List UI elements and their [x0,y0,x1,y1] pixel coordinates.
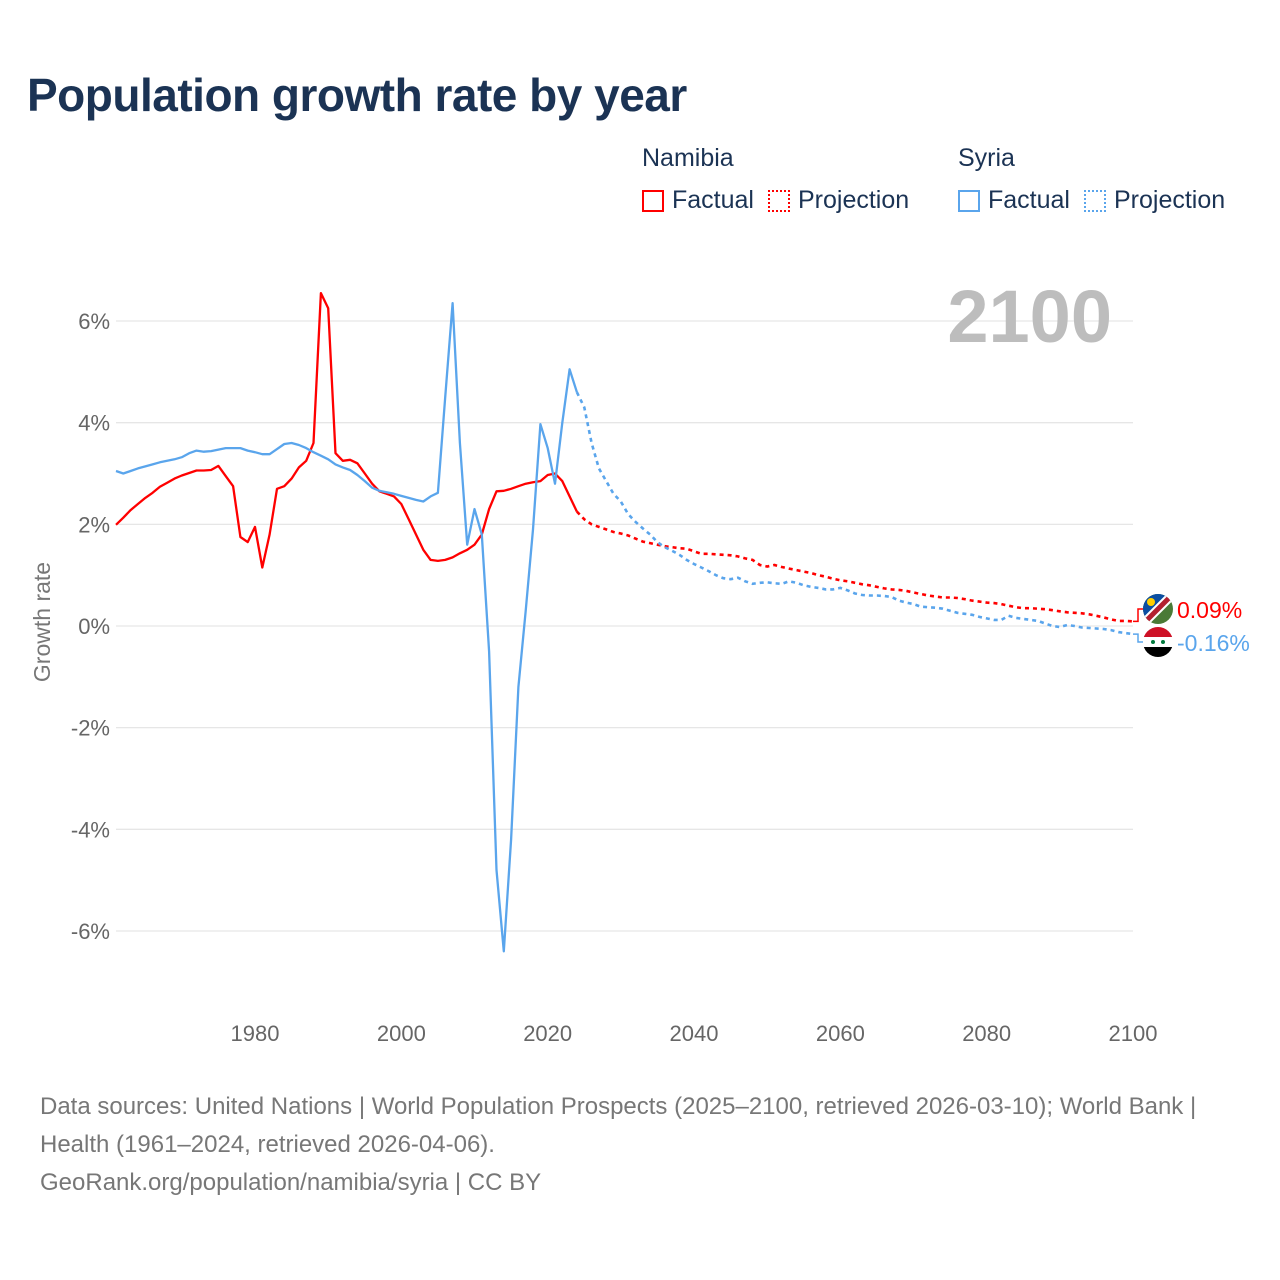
y-tick-label: -6% [71,919,110,944]
flag-white [1143,637,1173,647]
y-tick-label: -2% [71,716,110,741]
flag-body [1143,594,1173,624]
legend-swatch-projection[interactable] [1083,189,1106,212]
flag-sun [1147,598,1155,606]
end-value-label: 0.09% [1177,597,1242,623]
flag-red [1143,627,1173,637]
sources-text: Data sources: United Nations | World Pop… [40,1093,1197,1158]
end-connector [1133,633,1143,643]
x-tick-label: 1980 [231,1021,280,1046]
syria-flag-icon [1143,627,1173,657]
y-tick-label: 4% [78,411,110,436]
x-tick-label: 2100 [1109,1021,1158,1046]
current-year-label: 2100 [947,275,1112,358]
sources: Data sources: United Nations | World Pop… [40,1088,1240,1202]
end-connector [1133,608,1143,623]
flag-star [1161,640,1165,644]
namibia-flag-icon [1143,594,1173,624]
series-line-syria-factual [115,302,578,953]
flag-body [1143,627,1173,657]
chart-title: Population growth rate by year [27,69,687,121]
legend-label-factual[interactable]: Factual [672,186,754,214]
series-line-syria-projection [575,391,1134,636]
attribution-link[interactable]: GeoRank.org/population/namibia/syria | C… [40,1169,542,1196]
x-tick-label: 2080 [962,1021,1011,1046]
legend-group-name: Namibia [642,144,734,172]
y-tick-label: 0% [78,614,110,639]
y-tick-label: 6% [78,309,110,334]
legend-label-projection[interactable]: Projection [1113,186,1226,214]
legend-group-name: Syria [958,144,1015,172]
y-tick-label: -4% [71,817,110,842]
x-tick-label: 2060 [816,1021,865,1046]
legend-swatch-projection[interactable] [767,189,790,212]
series-line-namibia-factual [115,291,578,569]
series-line-namibia-projection [575,510,1134,623]
chart-plot: 6% 4% 2% 0% -2% -4% -6% 1980 2000 2020 2040 2060 20… [29,275,1250,1046]
legend-swatch-factual[interactable] [958,189,980,212]
x-tick-label: 2000 [377,1021,426,1046]
legend-swatch-factual[interactable] [642,189,664,212]
y-axis-label: Growth rate [29,562,55,682]
flag-star [1151,640,1155,644]
y-tick-label: 2% [78,512,110,537]
x-tick-label: 2020 [523,1021,572,1046]
legend-label-factual[interactable]: Factual [988,186,1070,214]
end-value-label: -0.16% [1177,630,1250,656]
x-tick-label: 2040 [670,1021,719,1046]
flag-black [1143,647,1173,657]
legend-label-projection[interactable]: Projection [797,186,910,214]
